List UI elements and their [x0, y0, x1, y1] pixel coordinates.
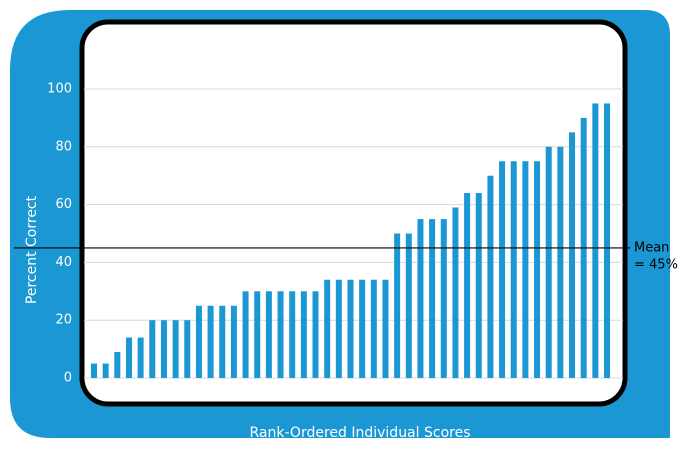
bar — [114, 351, 121, 378]
y-tick-label: 0 — [64, 371, 72, 386]
bar — [102, 363, 109, 378]
bar — [534, 161, 541, 378]
bar — [207, 305, 214, 378]
bar — [172, 320, 179, 378]
bar — [91, 363, 97, 378]
bar — [499, 161, 506, 378]
bar — [277, 291, 284, 378]
y-tick-label: 100 — [47, 82, 72, 97]
y-tick-label: 60 — [55, 197, 72, 212]
bar — [149, 320, 156, 378]
bar — [195, 305, 202, 378]
bar — [289, 291, 296, 378]
bar — [522, 161, 529, 378]
bar — [219, 305, 226, 378]
bar — [604, 103, 610, 378]
bar — [417, 219, 424, 378]
bar — [347, 279, 354, 378]
y-tick-label: 20 — [55, 313, 72, 328]
y-axis-label: Percent Correct — [24, 195, 40, 304]
bar — [125, 337, 132, 378]
bar — [382, 279, 389, 378]
bar — [429, 219, 436, 378]
bar — [184, 320, 191, 378]
bar — [137, 337, 144, 378]
bar — [359, 279, 366, 378]
mean-label: Mean — [634, 240, 669, 255]
bar — [487, 175, 494, 378]
bar — [394, 233, 401, 378]
bar — [510, 161, 517, 378]
bar — [475, 193, 482, 378]
bar — [464, 193, 471, 378]
bar — [335, 279, 342, 378]
bar — [312, 291, 319, 378]
bar — [592, 103, 599, 378]
bar — [230, 305, 237, 378]
bar — [300, 291, 307, 378]
y-tick-label: 40 — [55, 255, 72, 270]
bar — [545, 146, 552, 378]
bar — [242, 291, 249, 378]
bar — [254, 291, 261, 378]
bar — [452, 207, 459, 378]
bar — [405, 233, 412, 378]
mean-label: = 45% — [634, 257, 678, 272]
bar — [370, 279, 377, 378]
bar — [324, 279, 331, 378]
x-axis-label: Rank-Ordered Individual Scores — [250, 425, 471, 441]
bar — [160, 320, 167, 378]
y-tick-label: 80 — [55, 139, 72, 154]
bar — [569, 132, 576, 378]
bar — [557, 146, 564, 378]
bar — [265, 291, 272, 378]
bar — [440, 219, 447, 378]
